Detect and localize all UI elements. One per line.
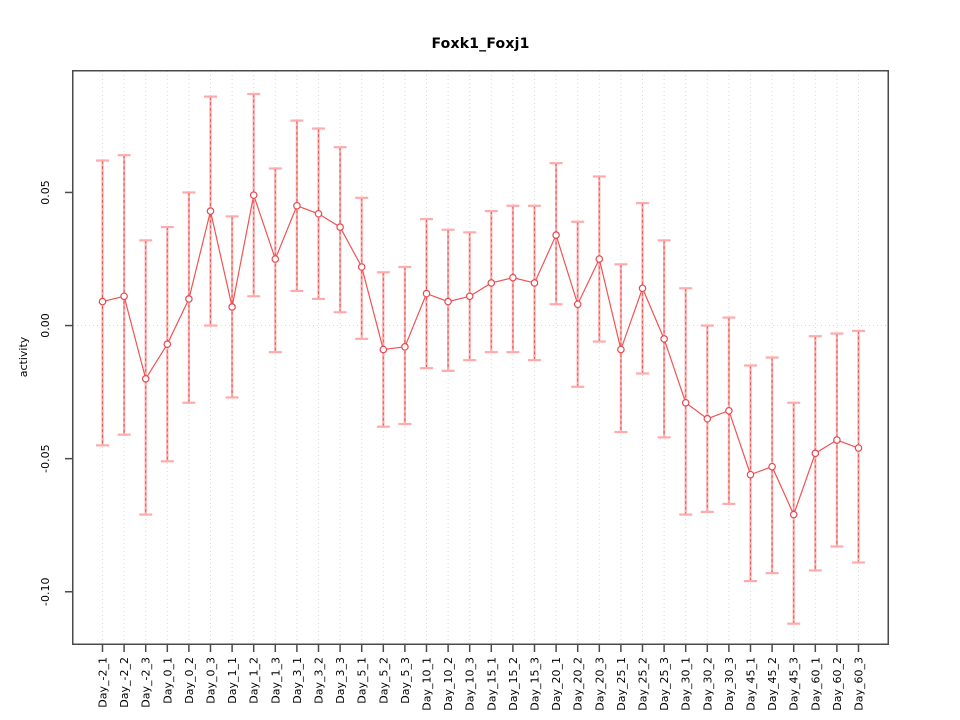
x-tick-label: Day_60_3 <box>853 657 866 711</box>
data-point <box>725 406 733 415</box>
x-tick-label: Day_30_1 <box>680 657 693 711</box>
data-point <box>811 449 820 458</box>
data-point <box>509 273 517 282</box>
data-point <box>552 231 560 239</box>
data-point <box>401 343 409 351</box>
x-tick-label: Day_5_1 <box>356 657 369 704</box>
data-point <box>660 335 668 343</box>
x-tick-label: Day_15_1 <box>485 657 498 711</box>
y-tick-label: 0.05 <box>39 180 52 205</box>
y-tick-label: 0.00 <box>39 313 52 338</box>
data-point <box>833 436 841 444</box>
plot-area <box>72 70 889 645</box>
data-point <box>487 279 496 287</box>
x-tick-label: Day_25_1 <box>615 657 628 711</box>
x-tick-label: Day_20_2 <box>572 657 585 711</box>
data-point <box>271 255 280 263</box>
x-tick-label: Day_25_2 <box>637 657 650 711</box>
data-point <box>854 444 863 452</box>
data-point <box>293 201 301 210</box>
data-point <box>379 345 388 354</box>
data-point <box>768 462 776 471</box>
data-point <box>141 374 150 383</box>
x-tick-label: Day_5_3 <box>399 657 412 704</box>
x-tick-label: Day_60_2 <box>831 657 844 711</box>
data-point <box>638 284 647 293</box>
x-tick-label: Day_5_2 <box>377 657 390 704</box>
data-point <box>357 263 366 271</box>
chart-title: Foxk1_Foxj1 <box>431 36 530 52</box>
y-axis-title: activity <box>17 336 30 377</box>
data-point <box>746 470 755 479</box>
x-tick-label: Day_10_2 <box>442 657 455 711</box>
x-tick-label: Day_3_1 <box>291 657 304 704</box>
x-tick-label: Day_1_1 <box>226 657 239 704</box>
data-point <box>185 295 193 303</box>
data-point <box>703 414 712 423</box>
y-tick-label: -0.10 <box>39 578 52 606</box>
data-point <box>681 398 690 407</box>
x-tick-label: Day_0_1 <box>161 657 174 704</box>
x-tick-label: Day_15_2 <box>507 657 520 711</box>
x-tick-label: Day_10_1 <box>421 657 434 711</box>
data-point <box>465 292 474 301</box>
plot-border <box>72 70 889 645</box>
data-point <box>444 297 452 306</box>
x-tick-label: Day_3_3 <box>334 657 347 704</box>
data-point <box>336 223 344 231</box>
y-tick-label: -0.05 <box>39 444 52 472</box>
data-point <box>573 300 582 309</box>
x-tick-label: Day_0_2 <box>183 657 196 704</box>
data-point <box>228 303 236 311</box>
x-tick-label: Day_15_3 <box>529 657 542 711</box>
series-line <box>102 192 859 517</box>
data-point <box>98 297 107 306</box>
x-tick-label: Day_10_3 <box>464 657 477 711</box>
data-point <box>314 209 323 218</box>
x-tick-label: Day_20_3 <box>593 657 606 711</box>
data-point <box>249 191 258 199</box>
data-point <box>789 510 798 519</box>
data-point <box>422 289 431 298</box>
x-tick-label: Day_3_2 <box>313 657 326 704</box>
data-point <box>617 345 625 354</box>
x-tick-label: Day_-2_2 <box>118 657 131 708</box>
x-tick-label: Day_25_3 <box>658 657 671 711</box>
x-tick-label: Day_45_2 <box>766 657 779 711</box>
x-tick-label: Day_45_3 <box>788 657 801 711</box>
x-tick-label: Day_0_3 <box>205 657 218 704</box>
x-tick-label: Day_60_1 <box>809 657 822 711</box>
data-point <box>595 255 604 263</box>
data-point <box>206 207 215 215</box>
x-tick-label: Day_-2_3 <box>140 657 153 708</box>
data-point <box>120 292 128 301</box>
x-tick-label: Day_1_3 <box>269 657 282 704</box>
x-tick-label: Day_20_1 <box>550 657 563 711</box>
x-tick-label: Day_30_3 <box>723 657 736 711</box>
x-tick-label: Day_45_1 <box>745 657 758 711</box>
x-tick-label: Day_1_2 <box>248 657 261 704</box>
x-tick-label: Day_30_2 <box>701 657 714 711</box>
data-point <box>530 279 539 287</box>
data-point <box>163 340 172 348</box>
x-tick-label: Day_-2_1 <box>97 657 110 708</box>
